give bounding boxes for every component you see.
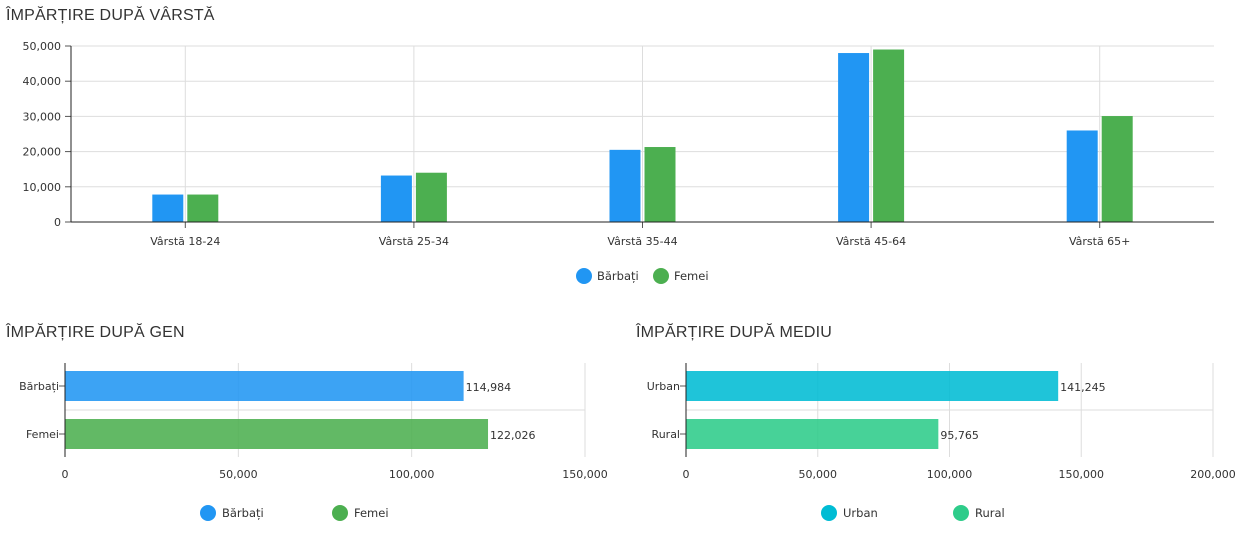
x-tick-label: Vârstă 18-24 — [150, 235, 220, 248]
x-tick-label: 150,000 — [1059, 468, 1105, 481]
legend-marker — [953, 505, 969, 521]
x-tick-label: Vârstă 35-44 — [607, 235, 677, 248]
y-tick-label: 30,000 — [23, 110, 62, 123]
y-tick-label: Femei — [26, 428, 59, 441]
bar-barbati — [1066, 130, 1098, 222]
bar-rural — [686, 419, 939, 449]
data-label: 141,245 — [1060, 381, 1106, 394]
legend-label: Bărbați — [222, 506, 264, 520]
legend-marker — [576, 268, 592, 284]
legend-marker — [332, 505, 348, 521]
y-tick-label: Rural — [652, 428, 680, 441]
bar-barbati — [152, 194, 184, 222]
x-tick-label: 50,000 — [799, 468, 838, 481]
bar-femei — [873, 49, 905, 222]
y-tick-label: 0 — [54, 216, 61, 229]
bar-femei — [415, 172, 447, 222]
y-tick-label: 20,000 — [23, 146, 62, 159]
legend-marker — [653, 268, 669, 284]
bar-brbai — [65, 371, 464, 401]
bar-barbati — [380, 175, 412, 222]
y-tick-label: Urban — [647, 380, 680, 393]
bar-femei — [644, 147, 676, 222]
x-tick-label: Vârstă 25-34 — [379, 235, 449, 248]
bar-barbati — [609, 149, 641, 222]
x-tick-label: 0 — [683, 468, 690, 481]
data-label: 122,026 — [490, 429, 535, 442]
x-tick-label: 0 — [62, 468, 69, 481]
env-bar-chart: 0 50,000 100,000 150,000 200,000 141,245 Urban… — [647, 363, 1236, 521]
y-tick-label: 10,000 — [23, 181, 62, 194]
gender-chart-title: ÎMPĂRȚIRE DUPĂ GEN — [6, 324, 185, 341]
data-label: 114,984 — [466, 381, 512, 394]
x-tick-label: 200,000 — [1190, 468, 1236, 481]
age-bar-chart: 0 10,000 20,000 30,000 40,000 50,000 Vârstă 18… — [23, 40, 1214, 284]
y-tick-label: 40,000 — [23, 75, 62, 88]
x-tick-label: 50,000 — [219, 468, 258, 481]
legend-label: Bărbați — [597, 269, 639, 283]
x-tick-label: 100,000 — [927, 468, 973, 481]
legend-marker — [200, 505, 216, 521]
data-label: 95,765 — [940, 429, 979, 442]
bar-femei — [1101, 116, 1133, 222]
legend-label: Urban — [843, 506, 878, 520]
legend-label: Femei — [354, 506, 389, 520]
y-tick-label: 50,000 — [23, 40, 62, 53]
legend-marker — [821, 505, 837, 521]
bar-femei — [65, 419, 489, 449]
x-tick-label: Vârstă 45-64 — [836, 235, 906, 248]
age-chart-title: ÎMPĂRȚIRE DUPĂ VÂRSTĂ — [6, 7, 215, 24]
bar-femei — [187, 194, 219, 222]
env-chart-title: ÎMPĂRȚIRE DUPĂ MEDIU — [636, 324, 833, 341]
x-tick-label: 100,000 — [389, 468, 435, 481]
y-tick-label: Bărbați — [19, 380, 59, 393]
gender-bar-chart: 0 50,000 100,000 150,000 114,984 Bărbați 122,0… — [19, 363, 608, 521]
x-tick-label: Vârstă 65+ — [1069, 235, 1130, 248]
bar-urban — [686, 371, 1059, 401]
x-tick-label: 150,000 — [562, 468, 608, 481]
bar-barbati — [838, 53, 870, 222]
legend-label: Rural — [975, 506, 1005, 520]
legend-label: Femei — [674, 269, 709, 283]
